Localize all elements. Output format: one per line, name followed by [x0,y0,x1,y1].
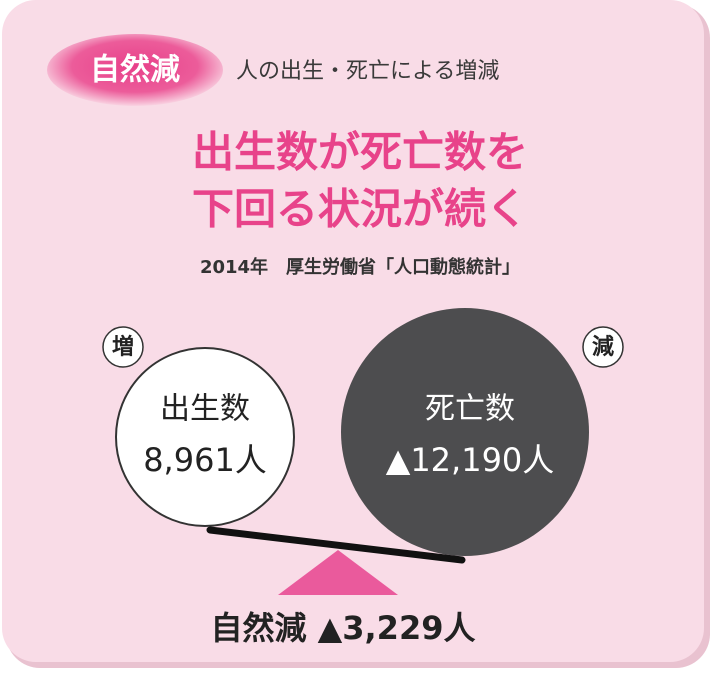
increase-badge [102,326,144,368]
badge [47,34,223,106]
deaths-label: 死亡数 [425,392,515,427]
increase-mark: 増 [112,334,134,360]
headline-line: 下回る状況が続く [192,185,528,234]
fulcrum [278,550,398,595]
badge-text: 自然減 [90,53,180,88]
births-label: 出生数 [160,392,250,427]
births-value: 8,961人 [143,441,267,479]
decrease-badge [582,326,624,368]
headline-line: 出生数が死亡数を [192,128,528,177]
decrease-mark: 減 [592,335,614,360]
births-circle [115,347,295,527]
source: 2014年 厚生労働省「人口動態統計」 [200,256,520,278]
deaths-value: ▲12,190人 [386,441,555,479]
balance-beam [206,526,466,564]
result: 自然減 ▲3,229人 [211,609,476,647]
deaths-circle [341,308,589,556]
subtitle: 人の出生・死亡による増減 [236,59,499,84]
